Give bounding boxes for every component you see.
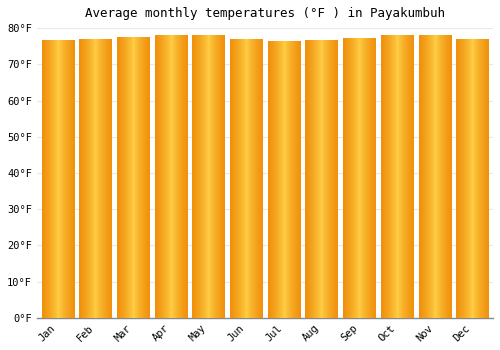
Title: Average monthly temperatures (°F ) in Payakumbuh: Average monthly temperatures (°F ) in Pa… [85, 7, 445, 20]
